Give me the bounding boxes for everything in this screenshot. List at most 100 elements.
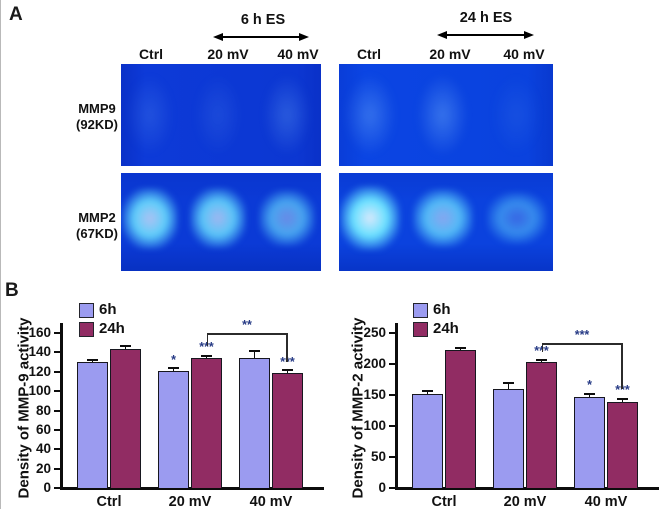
y-axis xyxy=(60,323,63,490)
y-tick xyxy=(389,394,395,396)
y-tick xyxy=(389,487,395,489)
mmp2-name: MMP2 xyxy=(78,210,116,225)
y-tick xyxy=(54,370,60,373)
significance-marker: *** xyxy=(280,354,295,369)
y-tick xyxy=(389,332,395,334)
gel-mmp9-6h xyxy=(121,64,321,166)
significance-bracket-left xyxy=(206,333,208,346)
y-tick-label: 0 xyxy=(43,480,51,495)
legend-label-6h: 6h xyxy=(99,301,117,318)
lane-label-24h-1: 20 mV xyxy=(429,46,471,62)
legend-swatch-24h xyxy=(79,322,94,337)
mmp9-name: MMP9 xyxy=(78,101,116,116)
error-bar xyxy=(172,368,175,371)
legend-swatch-6h xyxy=(413,303,428,318)
bar-24h-0 xyxy=(110,348,141,488)
es-6h-arrow-icon xyxy=(213,33,309,41)
legend-label-24h: 24h xyxy=(433,320,459,337)
x-axis xyxy=(60,487,324,490)
y-tick-label: 20 xyxy=(35,460,51,476)
mmp2-24h-band-0 xyxy=(340,185,400,251)
y-tick-label: 250 xyxy=(363,325,386,340)
mmp9-kd: (92KD) xyxy=(76,116,118,132)
error-bar-cap xyxy=(201,354,212,357)
y-tick-label: 100 xyxy=(28,383,51,399)
y-tick xyxy=(54,487,60,489)
error-bar xyxy=(124,346,127,349)
bar-24h-1 xyxy=(526,362,557,488)
error-bar xyxy=(91,360,94,363)
bracket-significance-label: ** xyxy=(242,318,252,332)
mmp2-24h-band-1 xyxy=(412,189,473,248)
error-bar xyxy=(253,351,256,359)
y-tick xyxy=(54,351,60,354)
bar-6h-1 xyxy=(158,370,189,488)
bar-24h-1 xyxy=(191,358,222,488)
x-category-label: 20 mV xyxy=(503,494,547,509)
y-tick xyxy=(54,428,60,431)
y-tick-label: 0 xyxy=(378,480,386,495)
bar-24h-2 xyxy=(607,402,638,488)
error-bar xyxy=(286,370,289,373)
y-tick xyxy=(389,363,395,365)
y-tick xyxy=(54,390,60,393)
significance-marker: * xyxy=(171,352,176,367)
lane-label-24h-2: 40 mV xyxy=(503,46,545,62)
significance-bracket xyxy=(541,343,623,345)
y-tick-label: 40 xyxy=(35,441,51,457)
x-category-label: 20 mV xyxy=(168,494,212,509)
x-category-label: 40 mV xyxy=(584,494,628,509)
bar-24h-2 xyxy=(272,372,303,488)
y-axis-title: Density of MMP-2 activity xyxy=(349,317,367,499)
y-tick-label: 120 xyxy=(28,363,51,379)
lane-label-6h-1: 20 mV xyxy=(207,46,249,62)
lane-label-6h-0: Ctrl xyxy=(138,46,164,62)
y-tick xyxy=(389,456,395,458)
bar-24h-0 xyxy=(445,350,476,488)
mmp9-row-label: MMP9 (92KD) xyxy=(71,101,123,132)
significance-marker: * xyxy=(587,378,592,393)
x-category-label: 40 mV xyxy=(249,494,293,509)
y-tick xyxy=(54,448,60,451)
error-bar xyxy=(621,399,624,403)
error-bar-cap xyxy=(455,347,466,349)
gel-mmp2-6h xyxy=(121,173,321,271)
lane-label-6h-2: 40 mV xyxy=(277,46,319,62)
mmp9-24h-band-1 xyxy=(417,74,469,156)
error-bar-cap xyxy=(87,358,98,361)
y-tick-label: 160 xyxy=(28,325,51,340)
es-24h-label: 24 h ES xyxy=(459,10,513,26)
error-bar-cap xyxy=(282,369,293,372)
x-category-label: Ctrl xyxy=(431,494,457,509)
legend-swatch-6h xyxy=(79,303,94,318)
y-tick-label: 60 xyxy=(35,421,51,437)
panel-a-label: A xyxy=(9,4,23,25)
error-bar-cap xyxy=(536,358,547,361)
bar-6h-1 xyxy=(493,388,524,488)
legend-swatch-24h xyxy=(413,322,428,337)
mmp9-24h-band-0 xyxy=(344,74,396,156)
y-tick xyxy=(54,467,60,470)
legend-label-24h: 24h xyxy=(99,320,125,337)
significance-bracket-right xyxy=(286,333,288,362)
significance-marker: *** xyxy=(615,383,630,398)
error-bar xyxy=(459,348,462,351)
gel-mmp2-24h xyxy=(339,173,553,271)
y-tick-label: 100 xyxy=(363,418,386,433)
error-bar-cap xyxy=(249,349,260,352)
significance-marker: *** xyxy=(199,340,214,355)
y-axis xyxy=(395,323,398,490)
mmp9-24h-band-2 xyxy=(490,74,543,156)
bar-6h-2 xyxy=(239,358,270,488)
mmp2-6h-band-0 xyxy=(122,187,178,249)
error-bar-cap xyxy=(422,389,433,392)
error-bar-cap xyxy=(617,397,628,400)
significance-bracket xyxy=(206,333,288,335)
mmp9-6h-band-1 xyxy=(194,74,242,156)
significance-bracket-right xyxy=(621,343,623,389)
error-bar xyxy=(507,383,510,389)
y-tick-label: 50 xyxy=(370,449,386,464)
y-tick-label: 200 xyxy=(363,356,386,371)
